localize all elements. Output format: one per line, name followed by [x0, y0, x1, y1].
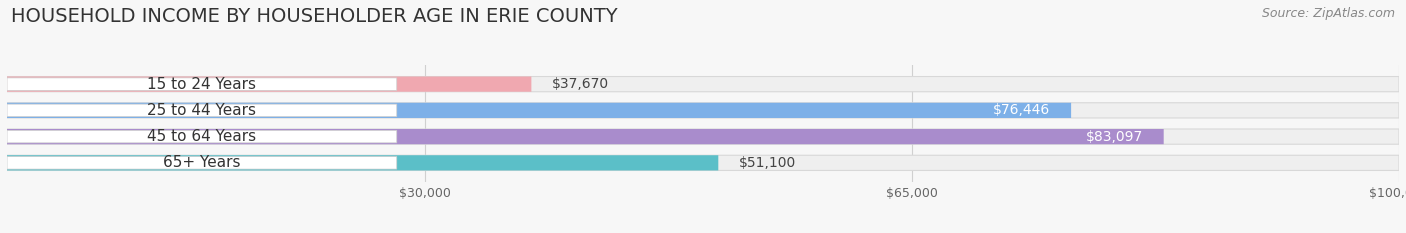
FancyBboxPatch shape [7, 103, 1399, 118]
Text: 25 to 44 Years: 25 to 44 Years [148, 103, 256, 118]
Text: 15 to 24 Years: 15 to 24 Years [148, 77, 256, 92]
FancyBboxPatch shape [7, 130, 396, 143]
FancyBboxPatch shape [7, 104, 396, 116]
Text: 65+ Years: 65+ Years [163, 155, 240, 170]
Text: $37,670: $37,670 [553, 77, 609, 91]
FancyBboxPatch shape [7, 76, 531, 92]
FancyBboxPatch shape [7, 129, 1164, 144]
Text: $83,097: $83,097 [1085, 130, 1143, 144]
FancyBboxPatch shape [7, 78, 396, 90]
Text: 45 to 64 Years: 45 to 64 Years [148, 129, 256, 144]
Text: HOUSEHOLD INCOME BY HOUSEHOLDER AGE IN ERIE COUNTY: HOUSEHOLD INCOME BY HOUSEHOLDER AGE IN E… [11, 7, 617, 26]
FancyBboxPatch shape [7, 103, 1071, 118]
FancyBboxPatch shape [7, 129, 1399, 144]
FancyBboxPatch shape [7, 76, 1399, 92]
Text: $51,100: $51,100 [740, 156, 796, 170]
Text: $76,446: $76,446 [993, 103, 1050, 117]
FancyBboxPatch shape [7, 155, 718, 171]
Text: Source: ZipAtlas.com: Source: ZipAtlas.com [1261, 7, 1395, 20]
FancyBboxPatch shape [7, 155, 1399, 171]
FancyBboxPatch shape [7, 157, 396, 169]
